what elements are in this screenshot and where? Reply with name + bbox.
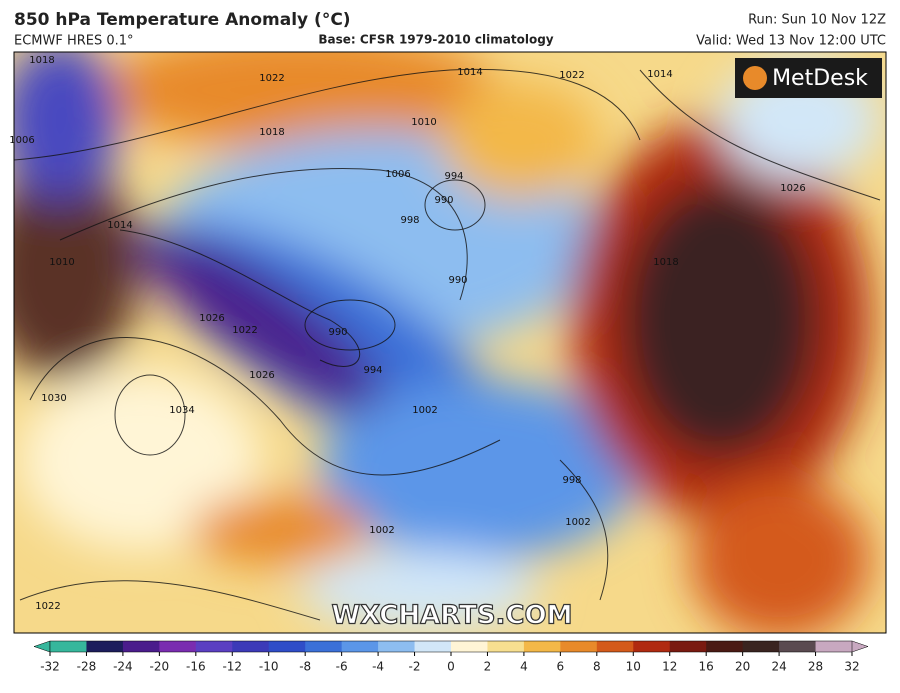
colorbar-end xyxy=(851,640,869,653)
colorbar-segment xyxy=(451,641,488,652)
colorbar-tick-label: 10 xyxy=(626,660,641,674)
colorbar-tick-label: -24 xyxy=(113,660,133,674)
colorbar-segment xyxy=(341,641,379,652)
colorbar-tick-label: -28 xyxy=(77,660,97,674)
colorbar-tick-label: -16 xyxy=(186,660,206,674)
isobar-label: 1026 xyxy=(199,313,224,324)
isobar-label: 1014 xyxy=(457,67,482,78)
isobar-label: 994 xyxy=(363,365,382,376)
isobar-label: 1010 xyxy=(411,117,436,128)
isobar-label: 1030 xyxy=(41,393,66,404)
map-frame xyxy=(13,51,887,634)
colorbar-segment xyxy=(779,641,817,652)
colorbar-tick-label: -10 xyxy=(259,660,279,674)
isobar-label: 1022 xyxy=(232,325,257,336)
colorbar-segment xyxy=(633,641,671,652)
colorbar-tick-label: 2 xyxy=(484,660,492,674)
colorbar-segment xyxy=(523,641,561,652)
colorbar-segment xyxy=(669,641,707,652)
isobar-label: 994 xyxy=(444,171,463,182)
colorbar-tick-label: 20 xyxy=(735,660,750,674)
colorbar-segment xyxy=(159,641,197,652)
run: Run: Sun 10 Nov 12Z xyxy=(748,13,886,28)
colorbar-segment xyxy=(195,641,233,652)
isobar-label: 1022 xyxy=(559,70,584,81)
colorbar-tick-label: 24 xyxy=(771,660,786,674)
isobar-label: 1006 xyxy=(9,135,34,146)
isobar-label: 1018 xyxy=(653,257,678,268)
isobar-label: 1014 xyxy=(107,220,132,231)
isobar-label: 1002 xyxy=(412,405,437,416)
colorbar-tick-label: -20 xyxy=(150,660,170,674)
title: 850 hPa Temperature Anomaly (°C) xyxy=(14,10,351,30)
colorbar-segment xyxy=(487,641,525,652)
isobar-label: 1026 xyxy=(780,183,805,194)
colorbar-segment xyxy=(86,641,124,652)
colorbar-tick-label: 32 xyxy=(844,660,859,674)
colorbar-tick-label: 28 xyxy=(808,660,823,674)
isobar-label: 1002 xyxy=(369,525,394,536)
isobar-label: 1026 xyxy=(249,370,274,381)
colorbar-segment xyxy=(50,641,87,652)
isobar-label: 998 xyxy=(400,215,419,226)
isobar-label: 1002 xyxy=(565,517,590,528)
colorbar-tick-label: 16 xyxy=(699,660,714,674)
isobar-label: 1014 xyxy=(647,69,672,80)
colorbar-tick-label: -32 xyxy=(40,660,60,674)
valid: Valid: Wed 13 Nov 12:00 UTC xyxy=(696,34,886,49)
base: Base: CFSR 1979-2010 climatology xyxy=(318,33,553,47)
isobar-label: 1022 xyxy=(259,73,284,84)
colorbar-segment xyxy=(560,641,598,652)
isobar-label: 1022 xyxy=(35,601,60,612)
colorbar-segment xyxy=(232,641,270,652)
model: ECMWF HRES 0.1° xyxy=(14,34,134,49)
colorbar-segment xyxy=(122,641,160,652)
isobar-labels: 1018 1006 1014 1022 1018 1014 1022 1010 1006 994 9… xyxy=(9,55,805,612)
map xyxy=(14,52,886,633)
colorbar-tick-label: -4 xyxy=(372,660,384,674)
isobar-label: 990 xyxy=(448,275,467,286)
colorbar-segment xyxy=(378,641,416,652)
colorbar-tick-label: -2 xyxy=(409,660,421,674)
colorbar: -32 -28 -24 -20 -16 -12 -10 -8 -6 -4 -2 0 2 4 6 8 10 12 16… xyxy=(33,640,869,674)
isobar-label: 1006 xyxy=(385,169,410,180)
isobar-label: 990 xyxy=(328,327,347,338)
colorbar-tick-label: 0 xyxy=(447,660,455,674)
colorbar-tick-label: -6 xyxy=(336,660,348,674)
colorbar-tick-label: 4 xyxy=(520,660,528,674)
logo: MetDesk xyxy=(772,66,868,91)
colorbar-segment xyxy=(706,641,744,652)
isobar-label: 990 xyxy=(434,195,453,206)
colorbar-tick-label: -8 xyxy=(299,660,311,674)
colorbar-segment xyxy=(305,641,343,652)
isobar-label: 1018 xyxy=(259,127,284,138)
colorbar-segment xyxy=(268,641,306,652)
colorbar-segment xyxy=(815,641,853,652)
isobar-label: 1034 xyxy=(169,405,194,416)
watermark: WXCHARTS.COM xyxy=(331,601,572,631)
colorbar-segment xyxy=(742,641,780,652)
colorbar-tick-label: 6 xyxy=(557,660,565,674)
colorbar-tick-label: -12 xyxy=(222,660,242,674)
colorbar-end xyxy=(33,640,51,653)
logo-icon xyxy=(743,66,767,90)
colorbar-segment xyxy=(414,641,452,652)
colorbar-segment xyxy=(596,641,634,652)
isobar-label: 1010 xyxy=(49,257,74,268)
colorbar-tick-label: 8 xyxy=(593,660,601,674)
isobar-label: 998 xyxy=(562,475,581,486)
isobar-label: 1018 xyxy=(29,55,54,66)
colorbar-tick-label: 12 xyxy=(662,660,677,674)
